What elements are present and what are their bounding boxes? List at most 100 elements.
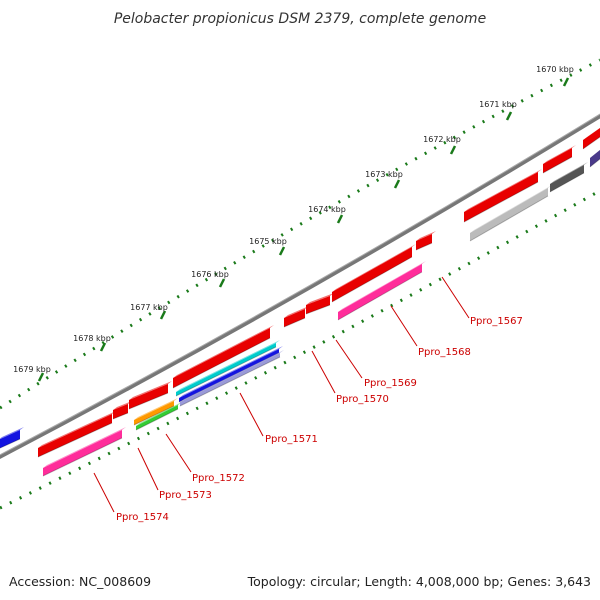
feature-green-1572[interactable] [135,402,182,431]
major-tick [393,179,401,189]
inner-dotted-ring [0,188,600,510]
major-tick [159,310,167,320]
cds-ppro-1567a-top [416,231,436,241]
major-tick [278,246,286,256]
cds-next-1-face [543,148,572,173]
cds-ppro-1569[interactable] [305,293,334,315]
tick-label: 1676 kbp [191,270,229,279]
cds-next-1-shadow [542,156,573,174]
feature-darkgray-shadow [549,172,585,193]
leader-line [239,392,264,437]
feature-pink-1574-top [43,427,126,468]
feature-orange-1572-face [134,401,174,425]
cds-ppro-1574[interactable] [37,411,116,458]
feature-navy-right[interactable] [589,147,600,168]
gene-label-ppro-1573[interactable]: Ppro_1573 [159,490,212,501]
cds-ppro-1570-shadow [283,317,306,328]
feature-pink-1574[interactable] [42,427,126,477]
feature-cyan-1571[interactable] [175,340,280,397]
gene-label-ppro-1569[interactable]: Ppro_1569 [364,378,417,389]
gene-label-ppro-1570[interactable]: Ppro_1570 [336,394,389,405]
cds-ppro-1567-face [464,172,538,222]
feature-lavender-1571-face [180,353,280,406]
cds-ppro-1569-face [306,296,330,314]
leader-line [137,447,159,491]
cds-ppro-1573-top [113,401,132,410]
feature-blue-left-top [0,427,24,440]
feature-lavender-1571-top [180,350,284,402]
cds-ppro-1574-shadow [37,422,113,458]
cds-ppro-1567[interactable] [463,169,542,223]
feature-orange-1572[interactable] [133,398,178,426]
cds-ppro-1571[interactable] [172,325,274,389]
tick-label: 1677 kbp [130,303,168,312]
major-tick [99,342,107,352]
cds-next-1[interactable] [542,145,576,174]
cds-ppro-1574-face [38,414,112,457]
cds-ppro-1571-face [173,328,270,388]
gene-label-ppro-1572[interactable]: Ppro_1572 [192,473,245,484]
gene-label-ppro-1567[interactable]: Ppro_1567 [470,316,523,327]
feature-darkgray[interactable] [549,162,588,193]
accession-text: Accession: NC_008609 [9,574,151,589]
feature-lavender-1571-shadow [179,356,281,407]
feature-darkgray-face [550,165,584,192]
leader-line [390,305,418,347]
feature-blue-1571-top [179,346,283,398]
feature-gray-1567-top [470,185,552,233]
tick-label: 1678 kbp [73,334,111,343]
cds-ppro-1571-shadow [172,337,271,389]
feature-gray-1567[interactable] [469,185,552,242]
major-tick [37,372,45,382]
cds-ppro-1570[interactable] [283,306,309,328]
major-tick [218,278,226,288]
cds-ppro-1573-face [113,404,128,419]
cds-ppro-1572[interactable] [128,381,172,410]
feature-pink-1568-shadow [337,271,423,321]
major-tick [336,214,344,224]
cds-ppro-1567a[interactable] [415,231,436,251]
feature-navy-right-top [590,150,600,158]
cds-next-2[interactable] [582,125,600,150]
cds-ppro-1567-shadow [463,181,539,223]
feature-green-1572-face [136,405,178,430]
cds-ppro-1569-shadow [305,304,331,315]
major-tick [449,145,457,155]
features-track [0,125,600,477]
feature-blue-left-shadow [0,438,21,449]
feature-cyan-1571-face [176,343,276,396]
feature-lavender-1571[interactable] [179,350,284,407]
tick-label: 1670 kbp [536,65,574,74]
feature-green-1572-top [136,402,182,426]
cds-next-2-face [583,128,600,149]
cds-ppro-1570-face [284,309,305,327]
leader-line [311,350,336,394]
cds-next-2-shadow [582,136,600,150]
feature-gray-1567-shadow [469,195,549,242]
cds-ppro-1572-top [129,381,172,400]
cds-ppro-1573[interactable] [112,401,132,420]
cds-ppro-1572-shadow [128,392,169,410]
cds-ppro-1573-shadow [112,412,129,420]
leader-line [441,276,470,319]
major-tick [562,77,570,87]
tick-label: 1675 kbp [249,237,287,246]
feature-darkgray-top [550,162,588,184]
map-title: Pelobacter propionicus DSM 2379, complet… [114,11,486,27]
gene-label-ppro-1571[interactable]: Ppro_1571 [265,434,318,445]
cds-ppro-1569-top [306,293,334,305]
tick-label: 1673 kbp [365,170,403,179]
feature-blue-left[interactable] [0,427,24,449]
feature-pink-1568[interactable] [337,261,426,321]
genome-backbone-highlight [0,113,600,456]
gene-label-ppro-1574[interactable]: Ppro_1574 [116,512,169,523]
major-tick [505,111,513,121]
cds-next-1-top [543,145,576,164]
feature-blue-left-face [0,430,20,449]
gene-label-ppro-1568[interactable]: Ppro_1568 [418,347,471,358]
feature-green-1572-shadow [135,408,179,431]
cds-ppro-1568[interactable] [331,244,416,303]
cds-ppro-1567a-shadow [415,242,433,251]
feature-pink-1574-shadow [42,437,123,477]
